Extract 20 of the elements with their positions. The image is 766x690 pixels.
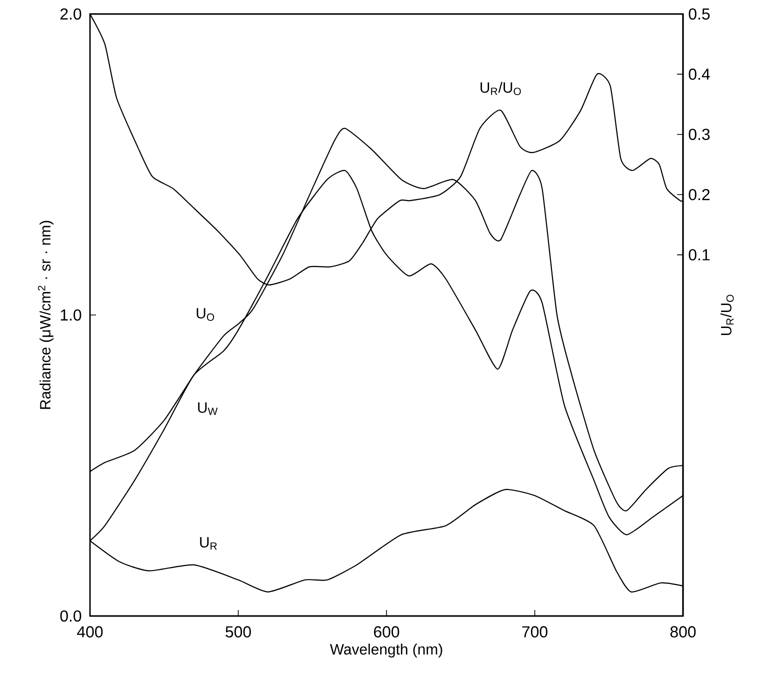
series-label: U$_{O}$ (196, 308, 214, 321)
y-axis-title: Radiance (μW/cm$^{2}$ · sr · nm) (38, 220, 54, 409)
series-label: U$_{R}$ (200, 537, 217, 550)
y-tick-label: 0.0 (60, 610, 82, 622)
x-tick-label: 700 (522, 626, 548, 638)
x-axis-title: Wavelength (nm) (330, 644, 442, 658)
x-tick-label: 800 (670, 626, 696, 638)
x-tick-label: 400 (77, 626, 103, 638)
y2-tick-label: 0.3 (688, 128, 710, 140)
x-tick-label: 500 (226, 626, 251, 638)
series-label: U$_{W}$ (198, 402, 218, 415)
y-tick-label: 2.0 (60, 8, 82, 20)
y2-axis-title: U$_{R}$/U$_{O}$ (720, 294, 734, 336)
y2-tick-label: 0.2 (688, 188, 710, 200)
series-label: U$_{R}$/U$_{O}$ (480, 82, 521, 96)
y-tick-label: 1.0 (60, 309, 82, 321)
y2-tick-label: 0.5 (688, 8, 710, 20)
y2-tick-label: 0.4 (688, 68, 710, 80)
x-tick-label: 600 (374, 626, 400, 638)
y2-tick-label: 0.1 (688, 249, 710, 260)
